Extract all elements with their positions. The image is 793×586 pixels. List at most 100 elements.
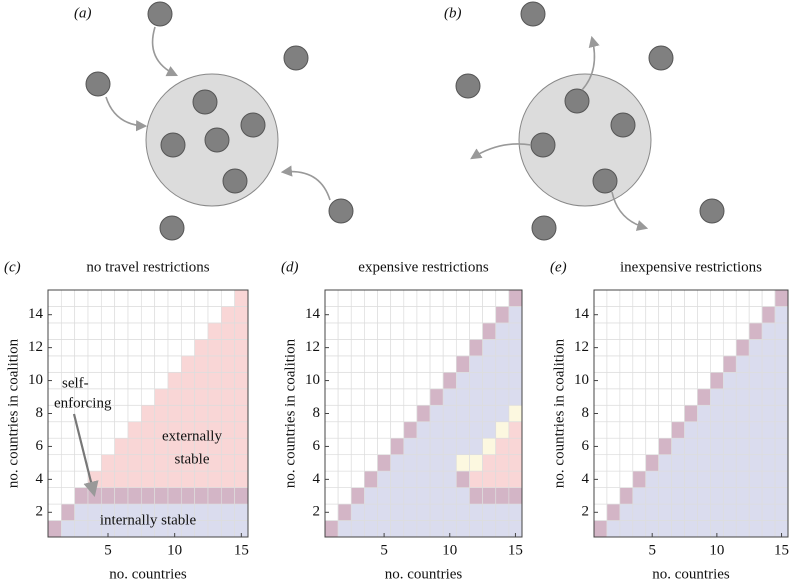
cell	[114, 404, 129, 423]
cell	[234, 306, 249, 324]
cell	[74, 306, 89, 324]
cell	[774, 437, 789, 456]
cell	[619, 503, 634, 521]
cell	[47, 322, 62, 340]
cell	[324, 520, 339, 538]
cell	[684, 404, 698, 423]
cell	[658, 520, 672, 538]
cell	[337, 388, 352, 406]
cell	[87, 322, 102, 340]
cell	[167, 388, 182, 406]
x-axis-label: no. countries	[385, 566, 463, 582]
cell	[774, 388, 789, 406]
cell	[619, 404, 634, 423]
cell	[684, 454, 698, 472]
cell	[495, 371, 510, 390]
cell	[194, 503, 209, 521]
cell	[606, 355, 621, 373]
cell	[748, 487, 763, 505]
cell	[87, 289, 102, 307]
cell	[482, 437, 497, 456]
cell	[180, 339, 196, 357]
cell	[207, 322, 222, 340]
cell	[337, 306, 352, 324]
cell	[403, 371, 418, 390]
cell	[127, 421, 142, 439]
cell	[482, 520, 497, 538]
cell	[774, 487, 789, 505]
cell	[47, 289, 62, 307]
cell	[416, 306, 431, 324]
cell	[710, 454, 724, 472]
cell	[455, 371, 470, 390]
cell	[710, 355, 724, 373]
cell	[697, 339, 711, 357]
y-tick-label: 4	[313, 471, 321, 487]
cell	[154, 454, 169, 472]
cell	[442, 470, 457, 488]
cell	[220, 487, 236, 505]
cell	[606, 388, 621, 406]
cell	[710, 388, 724, 406]
x-tick-label: 5	[380, 542, 388, 558]
y-tick-label: 12	[305, 339, 320, 355]
cell	[60, 421, 76, 439]
y-axis-label: no. countries in coalition	[551, 338, 567, 488]
cell	[645, 322, 660, 340]
cell	[416, 520, 431, 538]
cell	[508, 371, 523, 390]
cell	[207, 355, 222, 373]
cell	[684, 322, 698, 340]
cell	[735, 355, 750, 373]
cell	[671, 339, 685, 357]
cell	[167, 371, 182, 390]
cell	[645, 487, 660, 505]
cell	[140, 437, 156, 456]
cell	[234, 454, 249, 472]
panel-title: inexpensive restrictions	[620, 259, 762, 275]
cell	[606, 289, 621, 307]
cell	[60, 322, 76, 340]
cell	[482, 404, 497, 423]
cell	[619, 421, 634, 439]
cell	[416, 454, 431, 472]
cell	[350, 404, 365, 423]
cell	[632, 421, 647, 439]
cell	[337, 487, 352, 505]
cell	[671, 371, 685, 390]
cell	[619, 339, 634, 357]
cell	[114, 289, 129, 307]
cell	[337, 454, 352, 472]
cell	[390, 421, 405, 439]
cell	[645, 388, 660, 406]
cell	[774, 503, 789, 521]
y-tick-label: 6	[36, 438, 44, 454]
cell	[207, 371, 222, 390]
y-tick-label: 10	[28, 372, 43, 388]
cell	[722, 289, 737, 307]
cell	[658, 404, 672, 423]
cell	[710, 421, 724, 439]
cell	[748, 421, 763, 439]
cell	[455, 339, 470, 357]
cell	[194, 470, 209, 488]
cell	[140, 487, 156, 505]
cell	[684, 388, 698, 406]
cell	[324, 388, 339, 406]
cell	[140, 306, 156, 324]
cell	[710, 404, 724, 423]
cell	[100, 421, 116, 439]
cell	[442, 339, 457, 357]
cell	[684, 306, 698, 324]
cell	[350, 289, 365, 307]
cell	[100, 355, 116, 373]
cell	[735, 289, 750, 307]
cell	[606, 454, 621, 472]
cell	[390, 388, 405, 406]
cell	[658, 503, 672, 521]
cell	[114, 470, 129, 488]
cell	[100, 437, 116, 456]
cell	[748, 437, 763, 456]
y-tick-label: 4	[36, 471, 44, 487]
cell	[140, 470, 156, 488]
